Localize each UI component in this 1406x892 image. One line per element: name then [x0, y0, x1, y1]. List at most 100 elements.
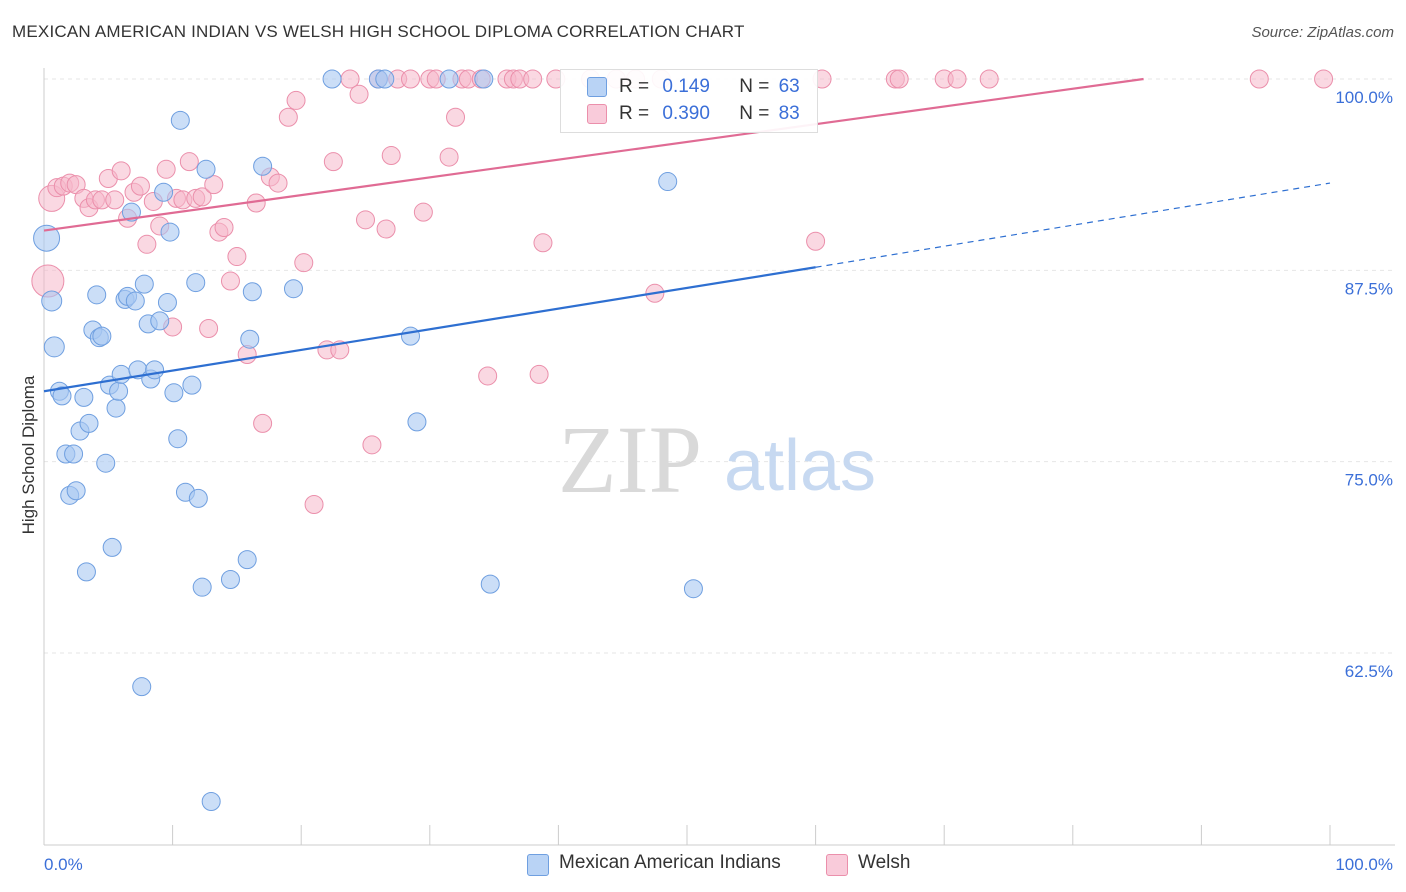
mexican-american-indians-point: [92, 326, 112, 346]
y-tick-label: 87.5%: [1345, 279, 1393, 298]
mexican-american-indians-point: [322, 69, 342, 89]
mexican-american-indians-point: [74, 387, 94, 407]
welsh-point: [362, 435, 382, 455]
mexican-american-indians-point: [182, 375, 202, 395]
welsh-point: [204, 175, 224, 195]
mexican-american-indians-point: [145, 360, 165, 380]
welsh-point: [533, 233, 553, 253]
watermark-atlas: atlas: [724, 426, 876, 506]
mexican-american-indians-point: [168, 429, 188, 449]
chart-title: MEXICAN AMERICAN INDIAN VS WELSH HIGH SC…: [12, 22, 745, 41]
y-tick-label: 100.0%: [1335, 88, 1393, 107]
welsh-point: [806, 231, 826, 251]
tick-labels: 62.5% 75.0% 87.5% 100.0% 0.0% 100.0%: [44, 88, 1393, 874]
legend-blue-r-label: R =: [619, 76, 650, 97]
mexican-american-indians-point: [157, 292, 177, 312]
mexican-american-indians-point: [96, 453, 116, 473]
mexican-american-indians-point: [253, 156, 273, 176]
mexican-american-indians-series: [33, 69, 703, 811]
bottom-legend-label-pink: Welsh: [858, 852, 911, 873]
welsh-point: [156, 159, 176, 179]
mexican-american-indians-point: [439, 69, 459, 89]
mexican-american-indians-point: [242, 282, 262, 302]
mexican-american-indians-point: [52, 386, 72, 406]
mexican-american-indians-point: [164, 383, 184, 403]
legend-blue-n-label: N =: [739, 76, 770, 97]
welsh-point: [130, 176, 150, 196]
mexican-american-indians-point: [401, 326, 421, 346]
trend-lines: [43, 77, 1331, 393]
welsh-point: [947, 69, 967, 89]
welsh-point: [253, 413, 273, 433]
bottom-legend-swatch-blue: [527, 854, 549, 876]
blue-trend-extension: [815, 182, 1331, 268]
mexican-american-indians-point: [79, 413, 99, 433]
pink-trend-line: [43, 77, 1144, 232]
mexican-american-indians-point: [64, 444, 84, 464]
y-tick-label: 75.0%: [1345, 471, 1393, 490]
welsh-point: [199, 318, 219, 338]
legend-pink-r-value: 0.390: [662, 103, 710, 124]
welsh-point: [220, 271, 240, 291]
x-tick-label: 0.0%: [44, 855, 83, 874]
welsh-point: [356, 210, 375, 230]
mexican-american-indians-point: [170, 110, 190, 130]
mexican-american-indians-point: [41, 290, 63, 312]
correlation-legend: R = 0.149 N = 63 R = 0.390 N = 83: [560, 69, 818, 133]
welsh-point: [1249, 69, 1269, 89]
welsh-point: [401, 69, 421, 89]
welsh-point: [439, 147, 459, 167]
mexican-american-indians-point: [237, 550, 257, 570]
mexican-american-indians-point: [87, 285, 107, 305]
mexican-american-indians-point: [192, 577, 212, 597]
welsh-point: [1314, 69, 1334, 89]
mexican-american-indians-point: [220, 570, 240, 590]
welsh-point: [192, 187, 212, 207]
mexican-american-indians-point: [480, 574, 500, 594]
watermark-zip: ZIP: [558, 406, 702, 513]
mexican-american-indians-point: [188, 488, 208, 508]
legend-blue-r-value: 0.149: [662, 76, 710, 97]
welsh-point: [227, 247, 247, 267]
welsh-point: [214, 217, 234, 237]
welsh-point: [413, 202, 433, 222]
mexican-american-indians-point: [683, 579, 703, 599]
mexican-american-indians-point: [196, 159, 216, 179]
mexican-american-indians-point: [76, 562, 96, 582]
mexican-american-indians-point: [474, 69, 494, 89]
legend-pink-n-value: 83: [778, 103, 800, 124]
welsh-point: [268, 173, 288, 193]
blue-trend-line: [43, 266, 816, 393]
welsh-point: [294, 253, 314, 273]
welsh-point: [979, 69, 999, 89]
legend-swatch-pink: [587, 104, 607, 124]
mexican-american-indians-point: [125, 291, 145, 311]
source-label: Source: ZipAtlas.com: [1251, 24, 1394, 41]
mexican-american-indians-point: [43, 336, 65, 358]
mexican-american-indians-point: [102, 537, 122, 557]
welsh-point: [286, 90, 306, 110]
welsh-point: [304, 495, 324, 515]
mexican-american-indians-point: [283, 279, 303, 299]
welsh-point: [111, 161, 131, 181]
mexican-american-indians-point: [160, 222, 180, 242]
welsh-point: [105, 190, 125, 210]
legend-pink-n-label: N =: [739, 103, 770, 124]
welsh-point: [376, 219, 396, 239]
mexican-american-indians-point: [150, 311, 170, 331]
mexican-american-indians-point: [375, 69, 395, 89]
mexican-american-indians-point: [240, 329, 260, 349]
y-axis-label: High School Diploma: [19, 375, 38, 534]
legend-swatch-blue: [587, 77, 607, 97]
mexican-american-indians-point: [134, 274, 154, 294]
welsh-point: [889, 69, 909, 89]
mexican-american-indians-point: [658, 172, 678, 192]
mexican-american-indians-point: [121, 202, 141, 222]
welsh-point: [529, 364, 549, 384]
welsh-point: [349, 84, 369, 104]
bottom-legend-label-blue: Mexican American Indians: [559, 852, 781, 873]
welsh-point: [381, 146, 401, 166]
mexican-american-indians-point: [154, 182, 174, 202]
legend-blue-n-value: 63: [778, 76, 800, 97]
